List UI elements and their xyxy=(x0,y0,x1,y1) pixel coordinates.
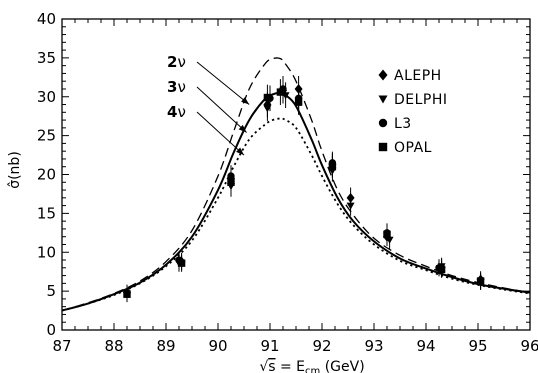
curve-label-3nu-num: 3 xyxy=(167,78,177,96)
legend-label-aleph: ALEPH xyxy=(394,68,442,84)
legend-label-delphi: DELPHI xyxy=(394,92,448,108)
legend-markers xyxy=(378,69,388,152)
x-axis-label: √s = Ecm (GeV) xyxy=(259,359,364,373)
y-axis-unit: (nb) xyxy=(7,151,23,180)
curve-label-4nu-sym: ν xyxy=(177,103,185,121)
data-point-opal xyxy=(177,259,186,267)
series-line-3nu xyxy=(61,91,531,312)
data-point-delphi xyxy=(346,202,355,210)
y-tick-label: 0 xyxy=(46,321,56,339)
legend-marker-l3 xyxy=(378,118,388,128)
x-axis-s: s xyxy=(268,359,275,373)
curve-label-2nu-num: 2 xyxy=(167,53,177,71)
x-tick-label: 93 xyxy=(364,337,383,355)
axis-ticks: 87 88 89 90 91 92 93 94 95 96 0 5 10 15 20 25 30 35 40 xyxy=(37,10,538,355)
series-line-2nu xyxy=(61,57,531,312)
legend-marker-aleph xyxy=(378,69,388,81)
y-tick-label: 25 xyxy=(37,127,56,145)
curve-arrow-head xyxy=(241,97,250,105)
curve-arrow-line xyxy=(196,111,245,156)
legend-label-opal: OPAL xyxy=(394,140,432,156)
y-axis-label: σ̂(nb) xyxy=(7,151,23,189)
x-axis-unit: (GeV) xyxy=(320,359,364,373)
data-point-opal xyxy=(123,290,131,298)
y-tick-label: 20 xyxy=(37,166,56,184)
data-point-opal xyxy=(476,277,485,285)
legend-label-l3: L3 xyxy=(394,116,412,132)
y-axis-symbol: σ̂ xyxy=(7,180,23,189)
legend-marker-delphi xyxy=(378,95,388,104)
curve-label-3nu-sym: ν xyxy=(177,78,185,96)
data-points xyxy=(123,75,485,303)
curve-label-4nu: 4ν xyxy=(167,103,186,121)
data-point-opal xyxy=(263,93,272,102)
x-tick-label: 87 xyxy=(52,337,71,355)
x-axis-eq: = E xyxy=(276,359,305,373)
x-tick-label: 92 xyxy=(312,337,331,355)
plot-frame xyxy=(61,18,531,331)
curve-arrow-head xyxy=(238,124,247,133)
x-tick-label: 88 xyxy=(104,337,123,355)
x-tick-label: 96 xyxy=(520,337,538,355)
curve-label-2nu-sym: ν xyxy=(177,53,185,71)
data-point-opal xyxy=(383,230,391,239)
data-point-opal xyxy=(276,88,285,96)
legend-marker-opal xyxy=(378,142,388,152)
y-tick-label: 30 xyxy=(37,88,56,106)
data-point-opal xyxy=(294,98,303,106)
x-axis-root: √ xyxy=(259,359,268,373)
curve-label-3nu: 3ν xyxy=(167,78,186,96)
x-tick-label: 90 xyxy=(208,337,227,355)
data-point-opal xyxy=(227,178,235,186)
data-point-delphi xyxy=(385,236,394,244)
curve-label-2nu: 2ν xyxy=(167,53,186,71)
data-point-opal xyxy=(437,265,446,274)
curve-arrow-line xyxy=(196,61,250,105)
x-tick-label: 95 xyxy=(468,337,487,355)
series-line-4nu xyxy=(61,117,531,312)
y-tick-label: 40 xyxy=(37,10,56,28)
legend: ALEPH DELPHI L3 OPAL xyxy=(378,68,448,156)
x-tick-label: 89 xyxy=(156,337,175,355)
data-point-opal xyxy=(328,163,337,171)
y-tick-label: 5 xyxy=(46,282,56,300)
x-tick-label: 94 xyxy=(416,337,435,355)
curve-arrow-head xyxy=(236,147,244,156)
x-axis-sub: cm xyxy=(305,366,320,373)
y-tick-label: 10 xyxy=(37,243,56,261)
y-tick-label: 15 xyxy=(37,204,56,222)
y-tick-label: 35 xyxy=(37,49,56,67)
x-tick-label: 91 xyxy=(260,337,279,355)
curve-label-4nu-num: 4 xyxy=(167,103,177,121)
curve-arrow-line xyxy=(196,86,247,133)
curve-label-arrows xyxy=(196,61,250,156)
